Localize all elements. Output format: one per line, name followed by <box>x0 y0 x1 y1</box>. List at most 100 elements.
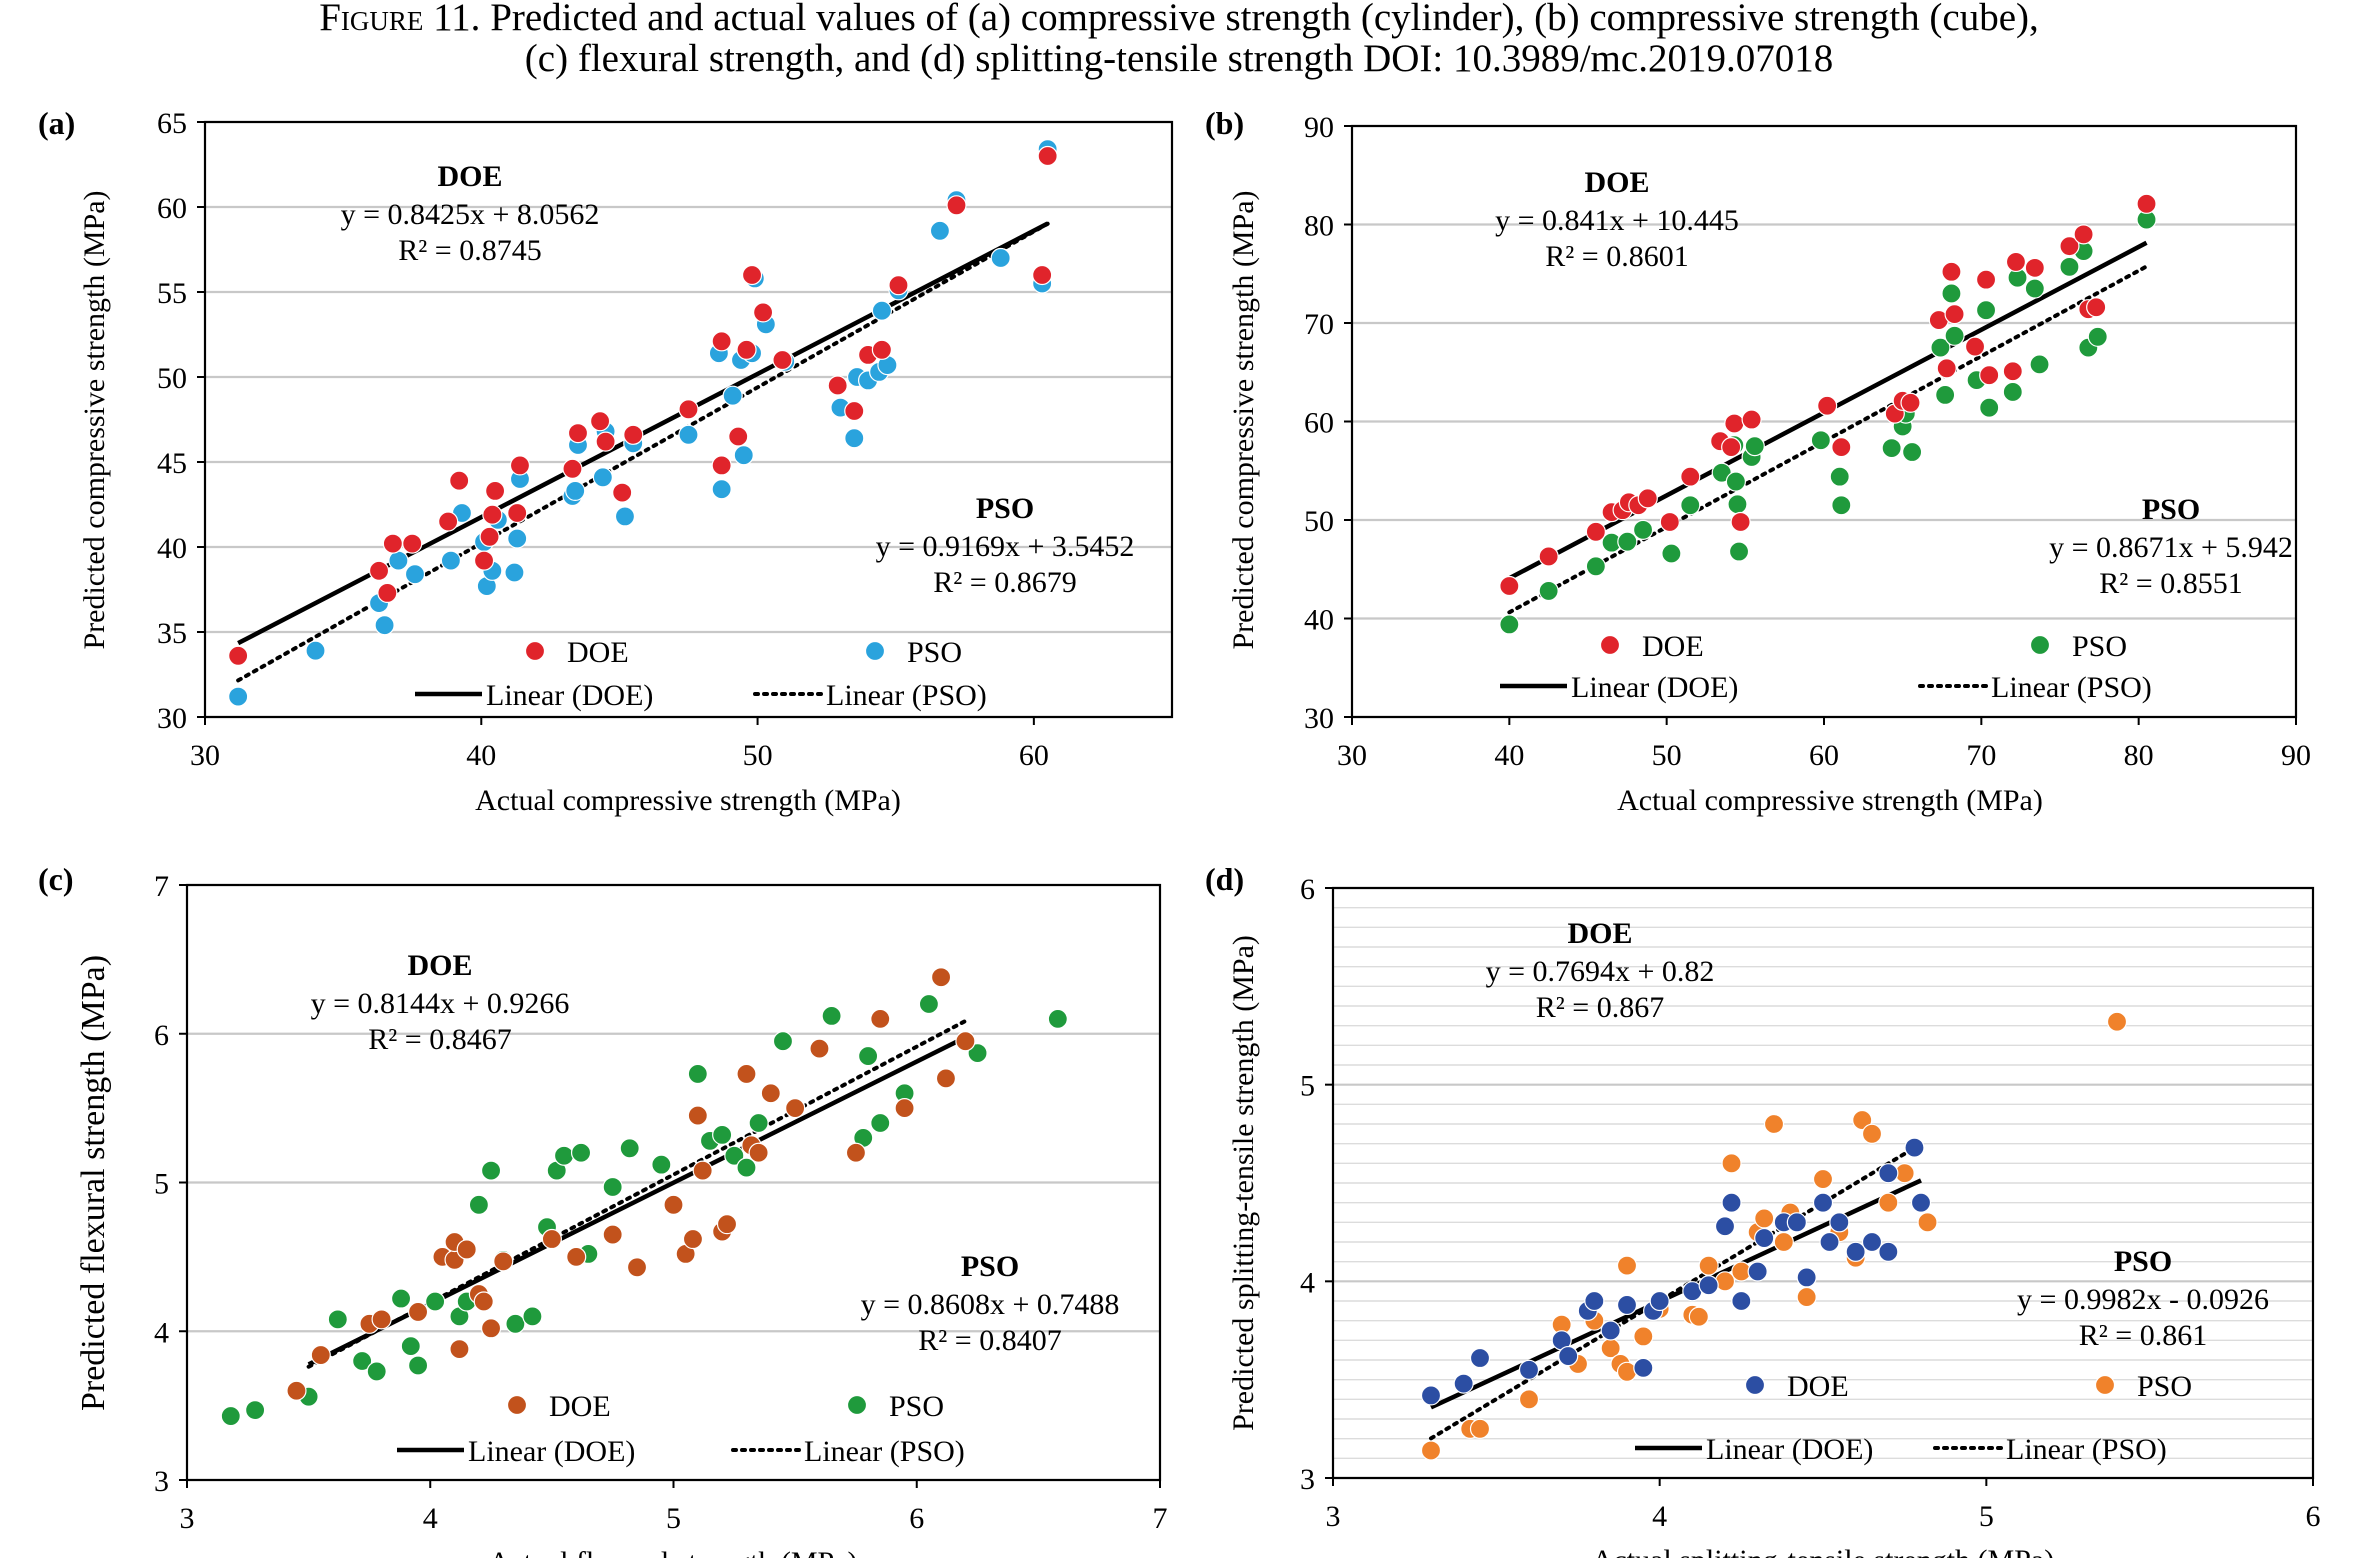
marker-pso <box>565 480 586 501</box>
legend-line-label: Linear (PSO) <box>2006 1433 2167 1466</box>
y-tick-label: 30 <box>1304 702 1334 735</box>
legend-line-label: Linear (PSO) <box>826 679 987 712</box>
x-tick-label: 50 <box>743 739 773 772</box>
marker-pso <box>614 506 636 527</box>
annotation-r2: R² = 0.8745 <box>398 234 541 267</box>
marker-pso <box>844 428 865 449</box>
caption-line-1: Figure 11. Predicted and actual values o… <box>0 0 2358 38</box>
marker-pso <box>2029 354 2050 375</box>
marker-pso <box>821 1005 842 1027</box>
annotation-equation: y = 0.8671x + 5.942 <box>2049 531 2293 564</box>
marker-pso <box>2106 1011 2128 1032</box>
x-tick-label: 3 <box>1326 1500 1341 1533</box>
marker-doe <box>1637 488 1658 509</box>
marker-doe <box>589 411 611 432</box>
y-axis-label: Predicted flexural strength (MPa) <box>75 955 112 1411</box>
marker-doe <box>1499 575 1520 597</box>
marker-doe <box>541 1228 562 1250</box>
marker-pso <box>507 528 528 549</box>
marker-pso <box>570 1142 592 1163</box>
y-axis-label: Predicted compressive strength (MPa) <box>1227 190 1260 649</box>
marker-doe <box>2073 224 2094 245</box>
marker-pso <box>733 445 754 466</box>
marker-doe <box>1975 269 1997 290</box>
marker-pso <box>352 1350 373 1372</box>
marker-pso <box>1935 384 1956 406</box>
annotation-title-doe: DOE <box>1567 917 1632 950</box>
marker-pso <box>1917 1212 1938 1233</box>
marker-pso <box>1469 1418 1491 1439</box>
marker-pso <box>1617 531 1638 552</box>
marker-pso <box>407 1355 429 1376</box>
marker-doe <box>894 1098 915 1119</box>
y-tick-label: 5 <box>154 1168 169 1201</box>
marker-doe <box>1616 1294 1638 1316</box>
y-tick-label: 6 <box>154 1019 169 1052</box>
x-axis-label: Actual compressive strength (MPa) <box>1617 784 2043 817</box>
legend-marker-pso <box>864 640 886 662</box>
marker-doe <box>682 1228 704 1250</box>
marker-pso <box>1632 519 1654 540</box>
marker-doe <box>1731 1290 1752 1312</box>
marker-pso <box>967 1042 988 1064</box>
marker-pso <box>1930 337 1951 358</box>
marker-doe <box>930 967 952 988</box>
marker-pso <box>736 1157 757 1178</box>
marker-doe <box>1747 1261 1768 1282</box>
marker-doe <box>1861 1231 1883 1253</box>
marker-doe <box>1600 1320 1621 1341</box>
marker-pso <box>1727 494 1748 515</box>
marker-doe <box>1469 1347 1491 1369</box>
marker-pso <box>2002 381 2023 403</box>
marker-doe <box>809 1038 830 1059</box>
marker-doe <box>449 470 470 491</box>
marker-pso <box>1499 614 1520 635</box>
marker-doe <box>2136 193 2157 214</box>
y-tick-label: 5 <box>1300 1070 1315 1103</box>
marker-doe <box>1538 546 1559 567</box>
marker-pso <box>711 479 732 500</box>
marker-doe <box>1649 1290 1670 1312</box>
marker-pso <box>1754 1208 1775 1229</box>
legend-label-pso: PSO <box>2072 630 2127 663</box>
legend-marker-doe <box>524 640 546 662</box>
annotation-r2: R² = 0.8467 <box>368 1023 511 1056</box>
marker-pso <box>480 1160 502 1181</box>
marker-pso <box>748 1112 769 1134</box>
legend-label-doe: DOE <box>567 636 629 669</box>
marker-pso <box>1831 495 1852 516</box>
annotation-equation: y = 0.7694x + 0.82 <box>1486 955 1715 988</box>
marker-pso <box>1725 471 1746 492</box>
marker-doe <box>1721 437 1742 458</box>
annotation-title-doe: DOE <box>407 949 472 982</box>
marker-pso <box>1721 1153 1742 1174</box>
marker-pso <box>425 1291 446 1312</box>
y-tick-label: 60 <box>157 192 187 225</box>
legend-marker-pso <box>2029 634 2051 656</box>
marker-doe <box>286 1380 307 1401</box>
x-tick-label: 5 <box>1979 1500 1994 1533</box>
marker-doe <box>485 480 506 501</box>
marker-doe <box>1904 1137 1925 1158</box>
marker-pso <box>1861 1123 1883 1144</box>
marker-doe <box>1831 437 1852 458</box>
marker-pso <box>619 1138 640 1159</box>
marker-pso <box>468 1194 489 1215</box>
legend-marker-pso <box>846 1394 868 1416</box>
legend-line-label: Linear (DOE) <box>486 679 653 712</box>
chart-panel-a: 30 35 40 45 50 55 60 65 30 40 50 60 (a) Actual compre… <box>38 105 1174 817</box>
marker-doe <box>368 560 390 581</box>
marker-pso <box>505 1313 526 1334</box>
marker-doe <box>507 502 528 524</box>
y-tick-label: 65 <box>157 107 187 140</box>
marker-pso <box>1763 1113 1785 1135</box>
marker-doe <box>692 1160 713 1181</box>
y-tick-label: 3 <box>1300 1463 1315 1496</box>
marker-doe <box>407 1301 429 1323</box>
marker-doe <box>871 339 893 360</box>
y-tick-label: 50 <box>157 362 187 395</box>
y-tick-label: 40 <box>157 532 187 565</box>
marker-pso <box>990 247 1011 269</box>
panel-label: (d) <box>1205 861 1244 897</box>
